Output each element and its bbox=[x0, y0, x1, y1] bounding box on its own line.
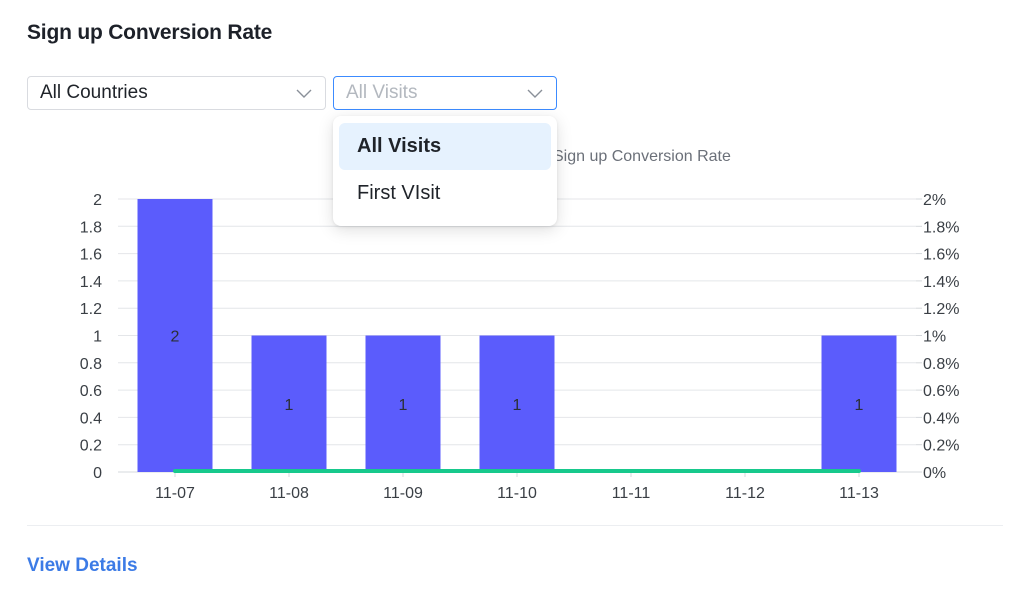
bar bbox=[479, 335, 555, 472]
y-right-tick-label: 1% bbox=[923, 329, 946, 346]
y-right-tick-label: 0% bbox=[923, 465, 946, 482]
conversion-chart: Sign up Conversion Rate 0 0% 0.2 0.2% 0.4 0.4%… bbox=[80, 148, 960, 502]
visit-type-select[interactable]: All Visits bbox=[333, 76, 557, 110]
bar-data-label: 1 bbox=[513, 397, 522, 414]
country-select[interactable]: All Countries bbox=[27, 76, 326, 110]
bar bbox=[365, 335, 441, 472]
bar bbox=[137, 199, 213, 472]
x-tick-label: 11-12 bbox=[725, 485, 765, 502]
bar-data-label: 1 bbox=[399, 397, 408, 414]
legend-label: Sign up Conversion Rate bbox=[553, 148, 731, 165]
bar bbox=[821, 335, 897, 472]
y-right-tick-label: 0.2% bbox=[923, 438, 959, 455]
y-right-tick-label: 1.4% bbox=[923, 274, 959, 291]
view-details-link[interactable]: View Details bbox=[27, 555, 138, 576]
y-right-tick-label: 0.4% bbox=[923, 410, 959, 427]
y-right-tick-label: 0.6% bbox=[923, 383, 959, 400]
y-right-tick-label: 1.6% bbox=[923, 247, 959, 264]
y-left-tick-label: 1.4 bbox=[80, 274, 102, 291]
y-left-tick-label: 1.2 bbox=[80, 301, 102, 318]
bar-data-label: 1 bbox=[285, 397, 294, 414]
y-right-tick-label: 1.2% bbox=[923, 301, 959, 318]
bar-data-label: 1 bbox=[855, 397, 864, 414]
visit-type-select-value: All Visits bbox=[346, 82, 418, 103]
chevron-down-icon bbox=[526, 84, 544, 102]
x-tick-label: 11-13 bbox=[839, 485, 879, 502]
y-left-tick-label: 2 bbox=[93, 192, 102, 209]
page-title: Sign up Conversion Rate bbox=[27, 21, 273, 44]
y-left-tick-label: 0.6 bbox=[80, 383, 102, 400]
x-tick-label: 11-08 bbox=[269, 485, 309, 502]
x-tick-label: 11-11 bbox=[612, 485, 651, 502]
y-right-tick-label: 1.8% bbox=[923, 219, 959, 236]
y-left-tick-label: 1.6 bbox=[80, 247, 102, 264]
x-tick-label: 11-07 bbox=[155, 485, 195, 502]
y-left-tick-label: 1 bbox=[93, 329, 102, 346]
dropdown-option-all-visits[interactable]: All Visits bbox=[339, 123, 551, 170]
y-left-tick-label: 0.8 bbox=[80, 356, 102, 373]
bar bbox=[251, 335, 327, 472]
country-select-value: All Countries bbox=[40, 82, 148, 103]
y-right-tick-label: 0.8% bbox=[923, 356, 959, 373]
x-tick-label: 11-10 bbox=[497, 485, 537, 502]
y-left-tick-label: 0.4 bbox=[80, 410, 102, 427]
y-left-tick-label: 0.2 bbox=[80, 438, 102, 455]
visit-type-dropdown-menu: All Visits First VIsit bbox=[333, 116, 557, 226]
bar-data-label: 2 bbox=[171, 329, 180, 346]
divider bbox=[27, 525, 1003, 526]
y-left-tick-label: 0 bbox=[93, 465, 102, 482]
chart-area: Sign up Conversion Rate 0 0% 0.2 0.2% 0.4 0.4%… bbox=[0, 130, 1030, 510]
dropdown-option-first-visit[interactable]: First VIsit bbox=[357, 182, 441, 204]
x-tick-label: 11-09 bbox=[383, 485, 423, 502]
y-right-tick-label: 2% bbox=[923, 192, 946, 209]
y-left-tick-label: 1.8 bbox=[80, 219, 102, 236]
chevron-down-icon bbox=[295, 84, 313, 102]
